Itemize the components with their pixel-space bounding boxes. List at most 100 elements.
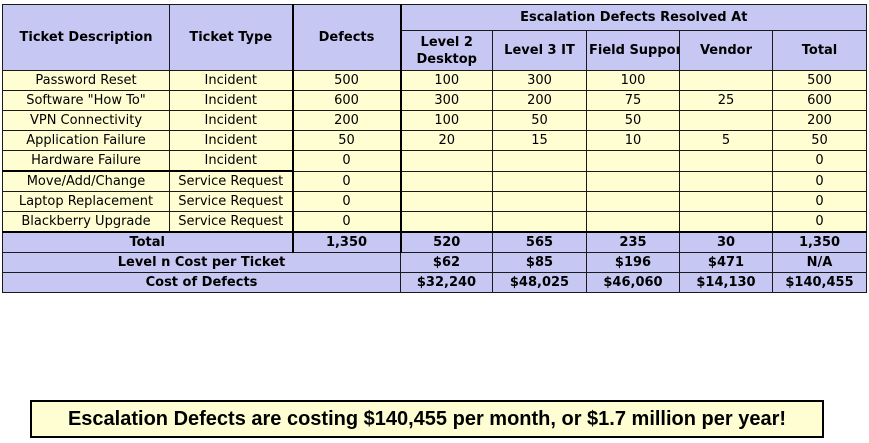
table-row: Move/Add/Change Service Request 0 0	[2, 170, 868, 192]
field-support-cell: 50	[586, 110, 680, 131]
cost-of-defects-field-support: $46,060	[586, 272, 680, 293]
table-row: VPN Connectivity Incident 200 100 50 50 …	[2, 110, 868, 131]
total-row: Total 1,350 520 565 235 30 1,350	[2, 231, 868, 253]
vendor-cell: 25	[679, 90, 773, 111]
ticket-type-cell: Incident	[169, 70, 294, 91]
defects-cell: 0	[292, 191, 402, 212]
table-row: Software "How To" Incident 600 300 200 7…	[2, 90, 868, 111]
level3-cell: 50	[492, 110, 587, 131]
level2-cell: 100	[400, 70, 493, 91]
ticket-type-cell: Incident	[169, 110, 294, 131]
ticket-description-cell: Blackberry Upgrade	[2, 211, 170, 233]
level3-cell: 200	[492, 90, 587, 111]
total-row-label: Total	[2, 231, 294, 253]
field-support-cell	[586, 211, 680, 233]
total-vendor: 30	[679, 231, 773, 253]
cost-per-ticket-vendor: $471	[679, 252, 773, 273]
level3-cell	[492, 211, 587, 233]
level3-cell	[492, 170, 587, 192]
ticket-description-cell: Password Reset	[2, 70, 170, 91]
ticket-description-cell: Move/Add/Change	[2, 170, 170, 192]
ticket-description-cell: Hardware Failure	[2, 150, 170, 172]
total-cell: 600	[771, 90, 868, 111]
header-field-support: Field Support	[586, 30, 680, 71]
field-support-cell	[586, 150, 680, 172]
level3-cell	[492, 150, 587, 172]
level2-cell	[400, 170, 493, 192]
header-level3-it: Level 3 IT	[492, 30, 587, 71]
field-support-cell	[586, 191, 680, 212]
escalation-defects-table: Ticket Description Ticket Type Defects E…	[2, 4, 868, 293]
vendor-cell: 5	[679, 130, 773, 151]
cost-per-ticket-row: Level n Cost per Ticket $62 $85 $196 $47…	[2, 252, 868, 273]
header-ticket-description: Ticket Description	[2, 4, 170, 71]
total-level2: 520	[400, 231, 493, 253]
header-level2-desktop: Level 2 Desktop	[400, 30, 493, 71]
table-row: Laptop Replacement Service Request 0 0	[2, 191, 868, 212]
vendor-cell	[679, 150, 773, 172]
summary-banner: Escalation Defects are costing $140,455 …	[30, 400, 824, 438]
level3-cell	[492, 191, 587, 212]
cost-of-defects-label: Cost of Defects	[2, 272, 401, 293]
header-defects: Defects	[292, 4, 402, 71]
header-total: Total	[771, 30, 868, 71]
table-row: Password Reset Incident 500 100 300 100 …	[2, 70, 868, 91]
ticket-type-cell: Incident	[169, 150, 294, 172]
total-cell: 0	[771, 150, 868, 172]
cost-of-defects-vendor: $14,130	[679, 272, 773, 293]
cost-of-defects-row: Cost of Defects $32,240 $48,025 $46,060 …	[2, 272, 868, 293]
level3-cell: 300	[492, 70, 587, 91]
vendor-cell	[679, 110, 773, 131]
total-cell: 200	[771, 110, 868, 131]
header-vendor: Vendor	[679, 30, 773, 71]
cost-of-defects-level2: $32,240	[400, 272, 493, 293]
defects-cell: 0	[292, 211, 402, 233]
header-escalation-group: Escalation Defects Resolved At	[399, 4, 868, 31]
ticket-description-cell: VPN Connectivity	[2, 110, 170, 131]
defects-cell: 600	[292, 90, 402, 111]
cost-per-ticket-level2: $62	[400, 252, 493, 273]
table-row: Blackberry Upgrade Service Request 0 0	[2, 211, 868, 233]
total-cell: 500	[771, 70, 868, 91]
level3-cell: 15	[492, 130, 587, 151]
ticket-type-cell: Service Request	[169, 211, 294, 233]
total-cell: 0	[771, 191, 868, 212]
defects-cell: 50	[292, 130, 402, 151]
field-support-cell: 75	[586, 90, 680, 111]
table-row: Application Failure Incident 50 20 15 10…	[2, 130, 868, 151]
level2-cell: 20	[400, 130, 493, 151]
defects-cell: 500	[292, 70, 402, 91]
ticket-type-cell: Incident	[169, 130, 294, 151]
ticket-description-cell: Laptop Replacement	[2, 191, 170, 212]
field-support-cell: 100	[586, 70, 680, 91]
level2-cell	[400, 150, 493, 172]
total-field-support: 235	[586, 231, 680, 253]
cost-of-defects-total: $140,455	[771, 272, 868, 293]
cost-per-ticket-level3: $85	[492, 252, 587, 273]
level2-cell: 100	[400, 110, 493, 131]
cost-of-defects-level3: $48,025	[492, 272, 587, 293]
total-cell: 0	[771, 211, 868, 233]
cost-per-ticket-label: Level n Cost per Ticket	[2, 252, 401, 273]
defects-cell: 0	[292, 170, 402, 192]
level2-cell	[400, 191, 493, 212]
vendor-cell	[679, 211, 773, 233]
ticket-type-cell: Service Request	[169, 170, 294, 192]
cost-per-ticket-total: N/A	[771, 252, 868, 273]
total-defects: 1,350	[292, 231, 402, 253]
ticket-description-cell: Application Failure	[2, 130, 170, 151]
vendor-cell	[679, 170, 773, 192]
level2-cell	[400, 211, 493, 233]
defects-cell: 0	[292, 150, 402, 172]
total-cell: 0	[771, 170, 868, 192]
total-level3: 565	[492, 231, 587, 253]
vendor-cell	[679, 191, 773, 212]
header-ticket-type: Ticket Type	[169, 4, 294, 71]
ticket-type-cell: Incident	[169, 90, 294, 111]
total-cell: 50	[771, 130, 868, 151]
field-support-cell: 10	[586, 130, 680, 151]
field-support-cell	[586, 170, 680, 192]
level2-cell: 300	[400, 90, 493, 111]
vendor-cell	[679, 70, 773, 91]
ticket-type-cell: Service Request	[169, 191, 294, 212]
